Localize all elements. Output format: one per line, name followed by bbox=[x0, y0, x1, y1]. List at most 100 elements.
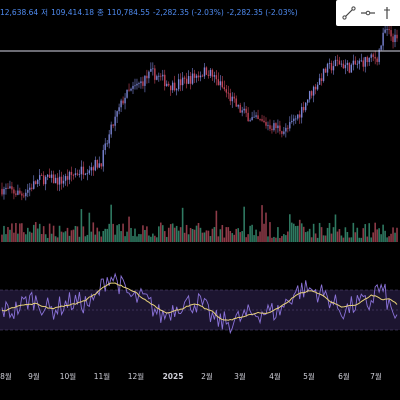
candle-body bbox=[136, 83, 138, 86]
candle-body bbox=[134, 85, 136, 87]
volume-bar bbox=[52, 225, 55, 242]
candle-body bbox=[281, 131, 283, 134]
volume-bar bbox=[380, 234, 382, 242]
volume-bar bbox=[279, 237, 281, 242]
candle-body bbox=[265, 122, 267, 126]
candle-body bbox=[303, 106, 305, 111]
candle-body bbox=[21, 193, 23, 196]
candle-body bbox=[25, 192, 27, 197]
volume-pane bbox=[1, 204, 398, 242]
candle-body bbox=[76, 173, 79, 175]
volume-bar bbox=[356, 227, 359, 242]
volume-bar bbox=[233, 234, 236, 242]
volume-bar bbox=[167, 227, 170, 242]
volume-bar bbox=[241, 231, 243, 242]
candle-body bbox=[312, 86, 315, 96]
candle-body bbox=[295, 118, 297, 120]
volume-bar bbox=[308, 228, 311, 242]
volume-bar bbox=[277, 227, 279, 242]
candle-body bbox=[235, 98, 237, 107]
month-label: 5월 bbox=[303, 371, 315, 381]
volume-bar bbox=[23, 232, 25, 242]
candle-body bbox=[275, 123, 277, 129]
volume-bar bbox=[13, 232, 15, 242]
candle-body bbox=[72, 174, 75, 176]
volume-bar bbox=[294, 226, 297, 242]
volume-bar bbox=[253, 235, 255, 242]
candle-body bbox=[148, 71, 150, 79]
candle-body bbox=[215, 75, 218, 80]
volume-bar bbox=[74, 225, 77, 242]
volume-bar bbox=[17, 233, 19, 242]
candle-body bbox=[104, 143, 106, 151]
candle-body bbox=[350, 64, 353, 73]
candle-body bbox=[205, 67, 208, 75]
volume-bar bbox=[191, 229, 194, 242]
candle-body bbox=[297, 114, 299, 119]
volume-bar bbox=[300, 223, 303, 242]
candle-body bbox=[37, 179, 39, 184]
volume-bar bbox=[112, 223, 114, 242]
volume-bar bbox=[126, 231, 128, 242]
volume-bar bbox=[304, 232, 307, 242]
candle-body bbox=[126, 89, 128, 98]
volume-bar bbox=[265, 212, 267, 242]
month-label: 7월 bbox=[370, 371, 382, 381]
volume-bar bbox=[9, 229, 11, 242]
volume-bar bbox=[173, 227, 176, 242]
candle-body bbox=[245, 108, 247, 113]
volume-bar bbox=[96, 227, 99, 242]
volume-bar bbox=[263, 223, 265, 242]
candle-body bbox=[146, 75, 148, 79]
candle-body bbox=[78, 174, 81, 175]
volume-bar bbox=[32, 224, 35, 242]
candle-body bbox=[293, 118, 295, 121]
volume-bar bbox=[396, 227, 398, 242]
candle-body bbox=[50, 174, 53, 178]
candle-body bbox=[231, 96, 233, 102]
horizontal-line-tool-icon[interactable] bbox=[360, 5, 376, 21]
trend-line-tool-icon[interactable] bbox=[341, 5, 357, 21]
volume-bar bbox=[44, 234, 47, 242]
volume-bar bbox=[90, 231, 93, 242]
candle-body bbox=[211, 69, 214, 77]
candle-body bbox=[360, 60, 362, 62]
candle-body bbox=[84, 173, 87, 175]
candle-body bbox=[102, 150, 104, 167]
candle-body bbox=[162, 74, 164, 77]
candle-body bbox=[116, 111, 118, 117]
volume-bar bbox=[306, 231, 309, 242]
volume-bar bbox=[310, 237, 313, 242]
candle-body bbox=[364, 57, 366, 67]
volume-bar bbox=[114, 234, 116, 242]
candle-body bbox=[209, 69, 212, 76]
volume-bar bbox=[72, 229, 75, 242]
candle-body bbox=[62, 180, 65, 184]
candle-body bbox=[267, 125, 269, 127]
more-tools-icon[interactable] bbox=[379, 5, 395, 21]
volume-bar bbox=[346, 232, 349, 242]
candle-body bbox=[130, 88, 132, 91]
volume-bar bbox=[271, 237, 273, 242]
month-label: 9월 bbox=[28, 371, 40, 381]
volume-bar bbox=[136, 236, 138, 242]
candle-body bbox=[243, 108, 245, 111]
volume-bar bbox=[50, 233, 53, 242]
candle-body bbox=[370, 54, 372, 58]
volume-bar bbox=[179, 227, 182, 242]
candle-body bbox=[15, 193, 17, 195]
candle-body bbox=[382, 32, 384, 46]
volume-bar bbox=[94, 234, 97, 242]
volume-bar bbox=[372, 232, 374, 242]
candle-body bbox=[68, 171, 71, 180]
volume-bar bbox=[229, 230, 232, 242]
candle-body bbox=[166, 83, 168, 87]
volume-bar bbox=[227, 227, 230, 242]
volume-bar bbox=[148, 235, 150, 242]
candle-body bbox=[9, 186, 11, 189]
volume-bar bbox=[140, 234, 142, 242]
volume-bar bbox=[104, 228, 107, 242]
candle-body bbox=[42, 175, 45, 185]
